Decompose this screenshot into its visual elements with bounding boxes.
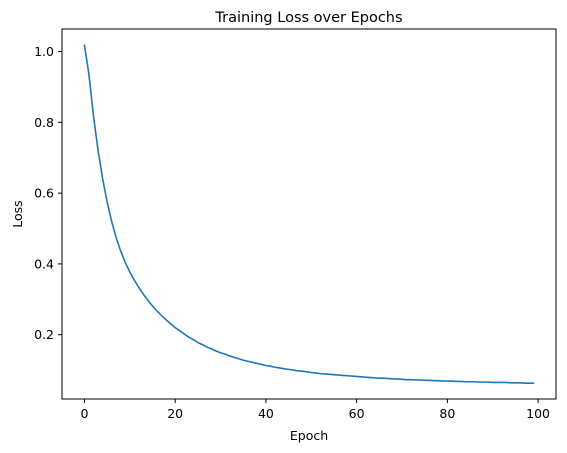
y-axis-label: Loss: [10, 200, 25, 227]
y-tick-label: 0.8: [34, 115, 54, 130]
x-tick-label: 40: [258, 406, 274, 421]
plot-area: 0 20 40 60 80 100 0.2 0.4 0.6 0.8 1.0: [34, 28, 557, 421]
chart-title: Training Loss over Epochs: [214, 10, 402, 26]
series-layer: [83, 44, 535, 384]
x-tick-label: 20: [167, 406, 183, 421]
y-tick-label: 0.2: [34, 327, 54, 342]
x-tick-label: 0: [80, 406, 88, 421]
x-tick-label: 100: [526, 406, 550, 421]
y-tick-label: 0.4: [34, 256, 54, 271]
x-axis-ticks: 0 20 40 60 80 100: [80, 399, 550, 421]
x-tick-label: 60: [349, 406, 365, 421]
plot-frame: [61, 28, 557, 400]
y-tick-label: 1.0: [34, 44, 54, 59]
loss-series-line: [83, 44, 535, 384]
y-tick-label: 0.6: [34, 186, 54, 201]
x-tick-label: 80: [439, 406, 455, 421]
x-axis-label: Epoch: [290, 428, 328, 443]
y-axis-ticks: 0.2 0.4 0.6 0.8 1.0: [34, 44, 62, 342]
